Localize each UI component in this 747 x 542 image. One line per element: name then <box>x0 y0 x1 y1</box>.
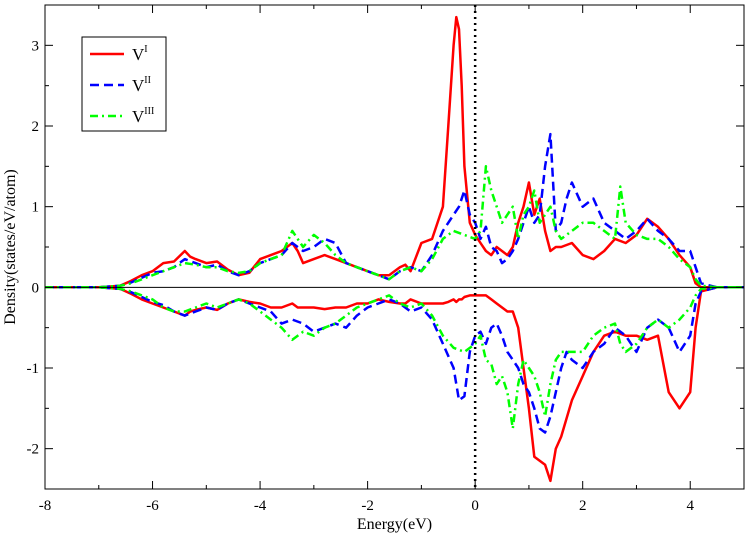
legend-item: VII <box>90 75 151 95</box>
x-axis-title: Energy(eV) <box>357 516 432 533</box>
legend-items: VI VII VIII <box>90 44 154 126</box>
legend-label: VII <box>132 75 151 95</box>
series-line-1-up <box>45 15 744 289</box>
series-line-3-up <box>45 165 744 289</box>
legend-label-superscript: I <box>144 44 147 55</box>
legend-item: VI <box>90 44 148 64</box>
y-tick-label: -2 <box>27 442 40 458</box>
y-axis-title: Density(states/eV/atom) <box>2 169 19 325</box>
reference-lines <box>45 5 744 489</box>
x-tick-label: -6 <box>146 498 159 514</box>
x-tick-label: -8 <box>39 498 52 514</box>
series-layer <box>45 15 744 483</box>
axis-ticks: -8 -6 -4 -2 0 2 4 -2 -1 0 1 2 3 <box>27 4 745 514</box>
y-tick-label: 0 <box>32 280 40 296</box>
x-tick-label: 2 <box>579 498 587 514</box>
y-tick-label: 3 <box>32 38 40 54</box>
x-tick-label: 0 <box>471 498 479 514</box>
legend-label-name: V <box>132 76 145 95</box>
x-tick-label: -4 <box>254 498 267 514</box>
legend: VI VII VIII <box>81 36 167 132</box>
legend-label-superscript: II <box>144 75 151 86</box>
x-tick-label: 4 <box>686 498 694 514</box>
legend-label-superscript: III <box>144 106 154 117</box>
y-tick-label: 2 <box>32 119 40 135</box>
legend-item: VIII <box>90 106 154 126</box>
y-tick-label: 1 <box>32 200 40 216</box>
legend-label: VI <box>132 44 148 64</box>
series-line-3-down <box>45 286 744 430</box>
x-tick-label: -2 <box>361 498 374 514</box>
legend-label: VIII <box>132 106 154 126</box>
legend-label-name: V <box>132 107 145 126</box>
legend-label-name: V <box>132 45 145 64</box>
y-tick-label: -1 <box>27 361 40 377</box>
